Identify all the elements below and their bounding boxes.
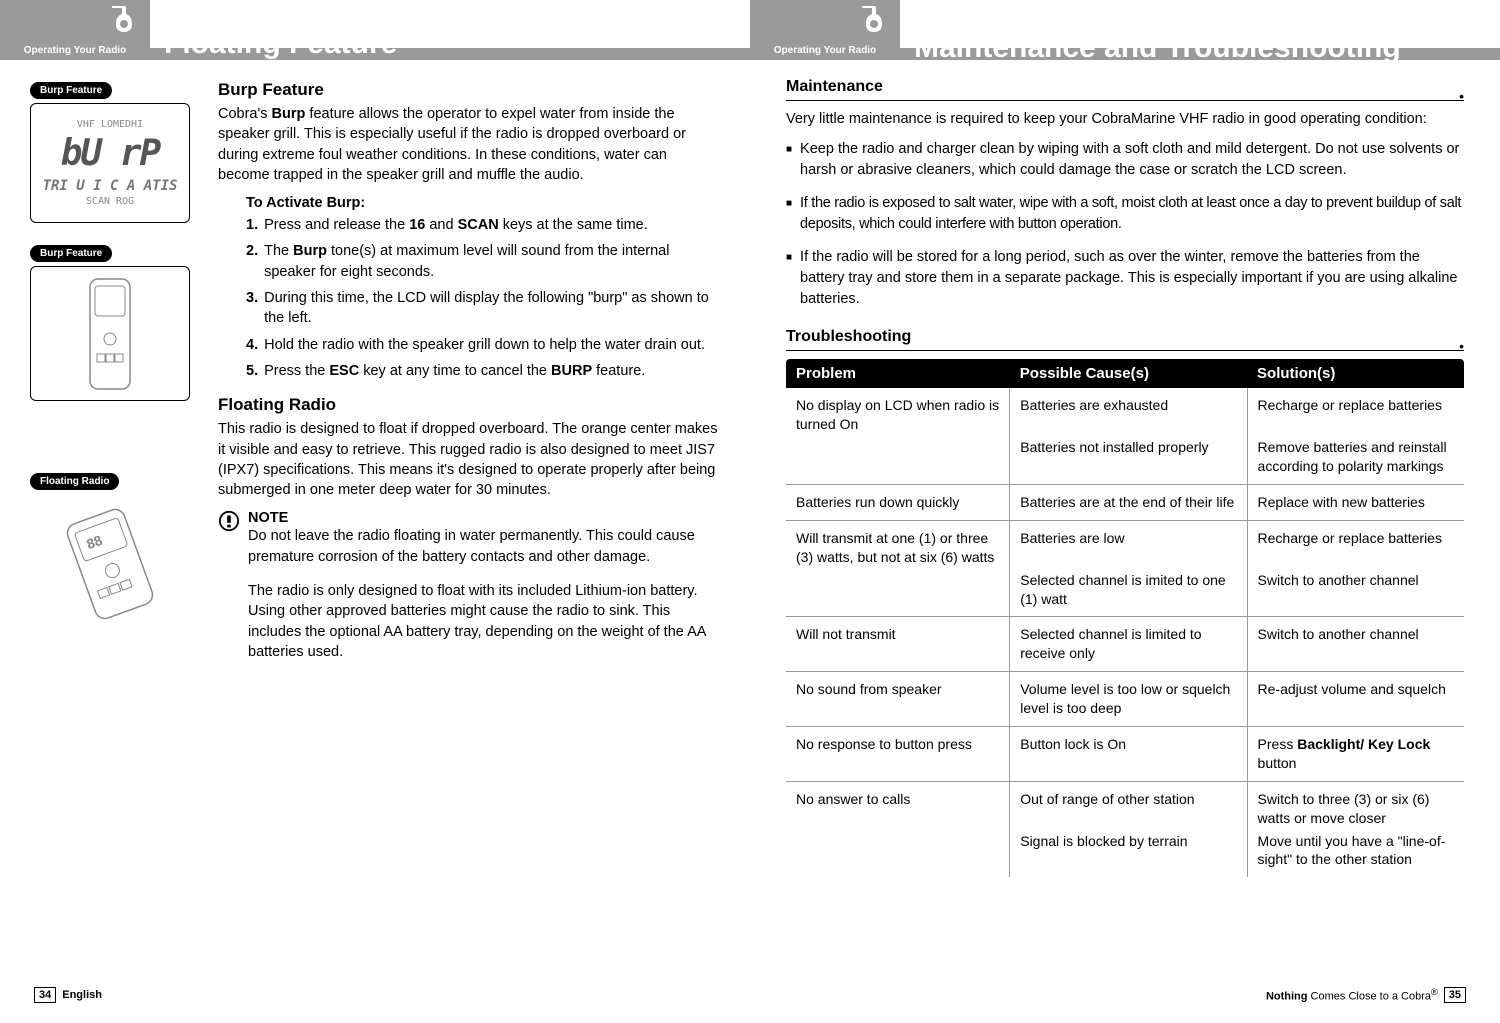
trouble-tbody: No display on LCD when radio is turned O… <box>786 388 1464 877</box>
header-block-left: Operating Your Radio <box>0 0 150 60</box>
left-sidebar: Burp Feature VHF LOMEDHI bU rP TRI U I C… <box>30 80 200 676</box>
th-cause: Possible Cause(s) <box>1010 359 1247 388</box>
burp-heading: Burp Feature <box>218 80 720 100</box>
table-cell: Switch to three (3) or six (6) watts or … <box>1247 781 1464 829</box>
table-cell: Batteries are exhausted <box>1010 388 1247 436</box>
left-main: Burp Feature Cobra's Burp feature allows… <box>218 80 720 676</box>
table-cell: Will transmit at one (1) or three (3) wa… <box>786 520 1010 568</box>
left-title: Floating Feature <box>164 30 397 59</box>
header-block-right: Operating Your Radio <box>750 0 900 60</box>
page-number-left: 34 <box>34 987 56 1003</box>
floating-heading: Floating Radio <box>218 395 720 415</box>
left-content: Burp Feature VHF LOMEDHI bU rP TRI U I C… <box>0 60 750 676</box>
left-header: Operating Your Radio Floating Feature <box>0 0 750 60</box>
maintenance-intro: Very little maintenance is required to k… <box>786 109 1464 129</box>
right-page: Operating Your Radio Maintenance and Tro… <box>750 0 1500 1023</box>
page-number-right: 35 <box>1444 987 1466 1003</box>
table-cell: Selected channel is limited to receive o… <box>1010 617 1247 672</box>
table-cell: Recharge or replace batteries <box>1247 388 1464 436</box>
table-cell: Volume level is too low or squelch level… <box>1010 672 1247 727</box>
table-cell: Signal is blocked by terrain <box>1010 830 1247 878</box>
trouble-rule <box>786 350 1464 351</box>
lcd-screenshot-1: VHF LOMEDHI bU rP TRI U I C A ATIS SCAN … <box>30 103 190 223</box>
footer-tagline: Nothing Comes Close to a Cobra® <box>1266 987 1438 1003</box>
footer-left: 34 English <box>34 987 102 1003</box>
bullet-2: If the radio is exposed to salt water, w… <box>800 193 1464 235</box>
lcd-big: bU rP <box>43 131 178 178</box>
table-cell: Switch to another channel <box>1247 617 1464 672</box>
burp-steps: 1.Press and release the 16 and SCAN keys… <box>246 215 720 381</box>
floating-paragraph: This radio is designed to float if dropp… <box>218 419 720 500</box>
trouble-heading: Troubleshooting <box>786 328 1464 346</box>
table-cell <box>786 569 1010 617</box>
radio-icon <box>856 4 888 41</box>
lcd-bottom: SCAN ROG <box>43 195 178 208</box>
right-title: Maintenance and Troubleshooting <box>914 34 1401 63</box>
burp-paragraph: Cobra's Burp feature allows the operator… <box>218 104 720 185</box>
table-cell: Re-adjust volume and squelch <box>1247 672 1464 727</box>
svg-text:88: 88 <box>84 532 104 552</box>
callout-burp1: Burp Feature <box>30 82 112 99</box>
step-2: The Burp tone(s) at maximum level will s… <box>264 241 720 282</box>
table-cell: Will not transmit <box>786 617 1010 672</box>
table-cell: Recharge or replace batteries <box>1247 520 1464 568</box>
maintenance-rule <box>786 100 1464 101</box>
table-cell: Batteries are at the end of their life <box>1010 484 1247 520</box>
table-cell: Out of range of other station <box>1010 781 1247 829</box>
table-cell: Move until you have a "line-of-sight" to… <box>1247 830 1464 878</box>
table-cell <box>786 436 1010 484</box>
trouble-table: Problem Possible Cause(s) Solution(s) No… <box>786 359 1464 877</box>
th-problem: Problem <box>786 359 1010 388</box>
right-content: Maintenance Very little maintenance is r… <box>750 60 1500 877</box>
table-cell: Batteries not installed properly <box>1010 436 1247 484</box>
radio-icon <box>106 4 138 41</box>
table-cell: Batteries run down quickly <box>786 484 1010 520</box>
right-header: Operating Your Radio Maintenance and Tro… <box>750 0 1500 60</box>
note-p1: Do not leave the radio floating in water… <box>248 526 720 567</box>
device-illustration-2: 88 <box>30 494 190 634</box>
table-cell: No sound from speaker <box>786 672 1010 727</box>
table-cell: Button lock is On <box>1010 726 1247 781</box>
header-block-label-left: Operating Your Radio <box>24 45 126 56</box>
note-block: NOTE Do not leave the radio floating in … <box>218 510 720 676</box>
bullet-1: Keep the radio and charger clean by wipi… <box>800 139 1464 181</box>
table-cell: Switch to another channel <box>1247 569 1464 617</box>
callout-burp2: Burp Feature <box>30 245 112 262</box>
table-cell <box>786 830 1010 878</box>
device-illustration-1 <box>30 266 190 401</box>
table-cell: No answer to calls <box>786 781 1010 829</box>
step-3: During this time, the LCD will display t… <box>264 288 720 329</box>
step-5: Press the ESC key at any time to cancel … <box>264 361 645 381</box>
note-icon <box>218 510 240 676</box>
table-cell: No response to button press <box>786 726 1010 781</box>
maintenance-bullets: Keep the radio and charger clean by wipi… <box>786 139 1464 310</box>
bullet-3: If the radio will be stored for a long p… <box>800 247 1464 310</box>
footer-lang: English <box>62 989 102 1001</box>
lcd-tri: TRI U I C A ATIS <box>43 177 178 195</box>
table-cell: Remove batteries and reinstall according… <box>1247 436 1464 484</box>
burp-subheading: To Activate Burp: <box>246 195 720 211</box>
table-cell: Selected channel is imited to one (1) wa… <box>1010 569 1247 617</box>
table-cell: Batteries are low <box>1010 520 1247 568</box>
header-block-label-right: Operating Your Radio <box>774 45 876 56</box>
step-1: Press and release the 16 and SCAN keys a… <box>264 215 648 235</box>
left-page: Operating Your Radio Floating Feature Bu… <box>0 0 750 1023</box>
note-p2: The radio is only designed to float with… <box>248 581 720 662</box>
table-cell: Replace with new batteries <box>1247 484 1464 520</box>
note-heading: NOTE <box>248 510 720 526</box>
lcd-top: VHF LOMEDHI <box>43 118 178 131</box>
footer-right: Nothing Comes Close to a Cobra® 35 <box>1266 987 1466 1003</box>
callout-floating: Floating Radio <box>30 473 119 490</box>
step-4: Hold the radio with the speaker grill do… <box>264 335 705 355</box>
table-cell: No display on LCD when radio is turned O… <box>786 388 1010 436</box>
table-cell: Press Backlight/ Key Lock button <box>1247 726 1464 781</box>
th-solution: Solution(s) <box>1247 359 1464 388</box>
maintenance-heading: Maintenance <box>786 78 1464 96</box>
